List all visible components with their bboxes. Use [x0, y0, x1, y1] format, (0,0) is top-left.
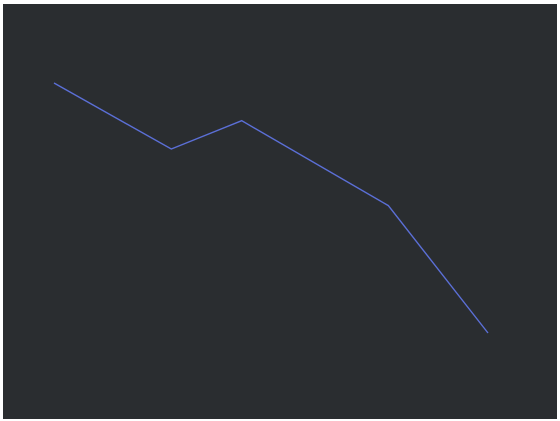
line-chart — [53, 82, 489, 334]
series-line-0 — [53, 82, 489, 334]
chart-area — [3, 4, 557, 419]
